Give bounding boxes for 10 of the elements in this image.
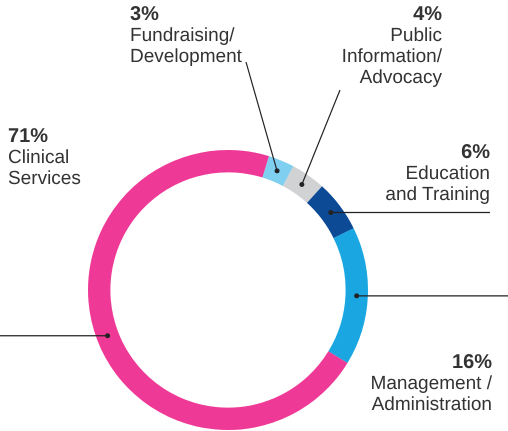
slice-label: Public Information/ Advocacy xyxy=(342,25,442,88)
data-label: 6% xyxy=(461,141,490,163)
slice-label: Education and Training xyxy=(385,163,490,205)
data-label: 16% xyxy=(452,351,492,373)
data-label: 71% xyxy=(8,125,48,147)
data-label: 4% xyxy=(413,3,442,25)
data-label: 3% xyxy=(130,3,159,25)
slice-label: Fundraising/ Development xyxy=(130,25,242,67)
slice-label: Management / Administration xyxy=(370,373,492,415)
slice-label: Clinical Services xyxy=(8,147,81,189)
